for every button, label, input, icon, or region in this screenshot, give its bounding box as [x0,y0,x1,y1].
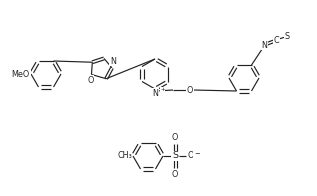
Text: S: S [172,152,178,161]
Text: −: − [194,151,199,157]
Text: N: N [110,57,116,66]
Text: O: O [172,170,178,179]
Text: N: N [152,89,158,98]
Text: +: + [160,87,165,92]
Text: O: O [87,75,94,84]
Text: C: C [274,35,279,44]
Text: O: O [172,133,178,142]
Text: O: O [187,85,193,94]
Text: MeO: MeO [12,70,30,79]
Text: N: N [262,41,268,50]
Text: S: S [285,32,290,41]
Text: O: O [188,152,194,161]
Text: CH₃: CH₃ [117,152,132,161]
